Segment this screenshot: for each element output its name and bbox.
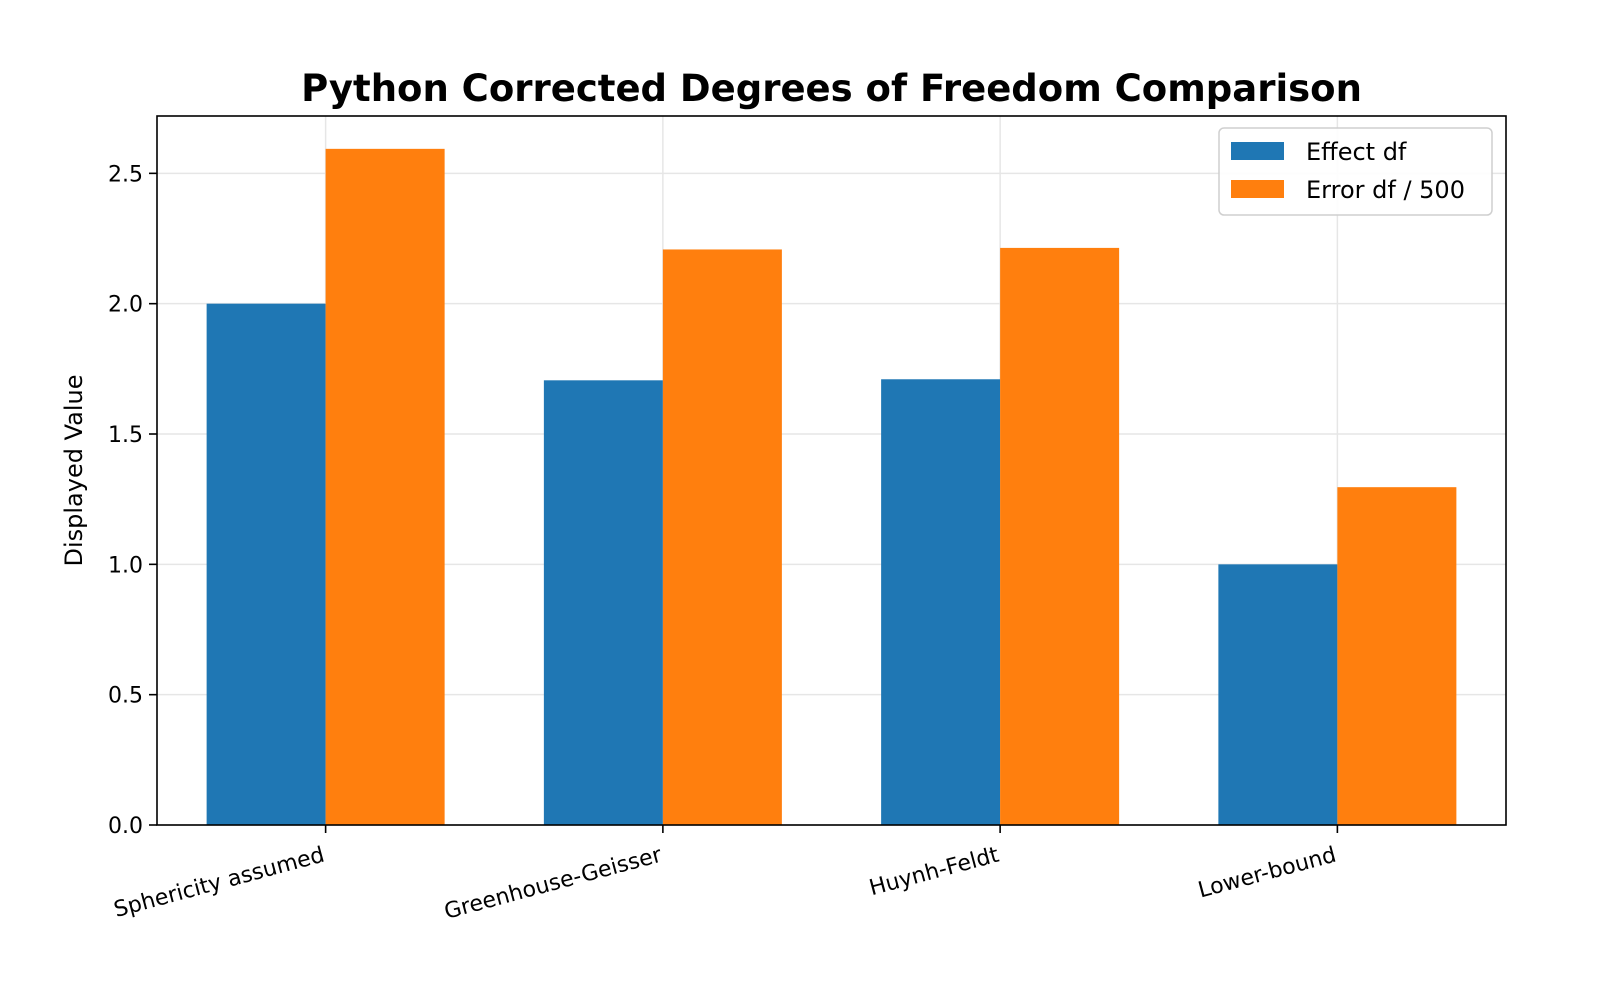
legend: Effect df Error df / 500 (1218, 127, 1493, 216)
legend-box (1218, 127, 1493, 216)
bar-error-df-500-huynh-feldt (1000, 247, 1120, 826)
bar-effect-df-sphericity-assumed (206, 303, 326, 825)
y-axis: 0.0 0.5 1.0 1.5 2.0 2.5 (108, 162, 157, 839)
bar-effect-df-huynh-feldt (881, 379, 1001, 825)
y-tick-label: 2.0 (108, 293, 143, 318)
chart-title: Python Corrected Degrees of Freedom Comp… (301, 67, 1362, 110)
bar-error-df-500-sphericity-assumed (325, 148, 445, 825)
bar-error-df-500-lower-bound (1337, 487, 1457, 825)
x-tick-label-lower-bound: Lower-bound (1196, 843, 1339, 904)
x-tick-label-sphericity-assumed: Sphericity assumed (111, 843, 327, 923)
bar-effect-df-lower-bound (1218, 564, 1338, 825)
x-tick-label-huynh-feldt: Huynh-Feldt (867, 843, 1002, 902)
bar-effect-df-greenhouse-geisser (543, 380, 663, 825)
x-axis: Sphericity assumed Greenhouse-Geisser Huyn… (111, 825, 1339, 925)
legend-label-effect-df: Effect df (1306, 138, 1407, 166)
y-tick-label: 0.0 (108, 814, 143, 839)
legend-swatch-error-df-500 (1231, 180, 1284, 198)
y-axis-label: Displayed Value (60, 375, 88, 567)
x-tick-label-greenhouse-geisser: Greenhouse-Geisser (442, 842, 666, 924)
legend-swatch-effect-df (1231, 142, 1284, 160)
plot-frame (156, 115, 1507, 826)
bars-layer (206, 148, 1457, 826)
y-tick-label: 1.5 (108, 423, 143, 448)
y-tick-label: 2.5 (108, 162, 143, 187)
bar-error-df-500-greenhouse-geisser (662, 249, 782, 826)
y-tick-label: 1.0 (108, 553, 143, 578)
y-tick-label: 0.5 (108, 684, 143, 709)
legend-label-error-df-500: Error df / 500 (1306, 176, 1465, 204)
